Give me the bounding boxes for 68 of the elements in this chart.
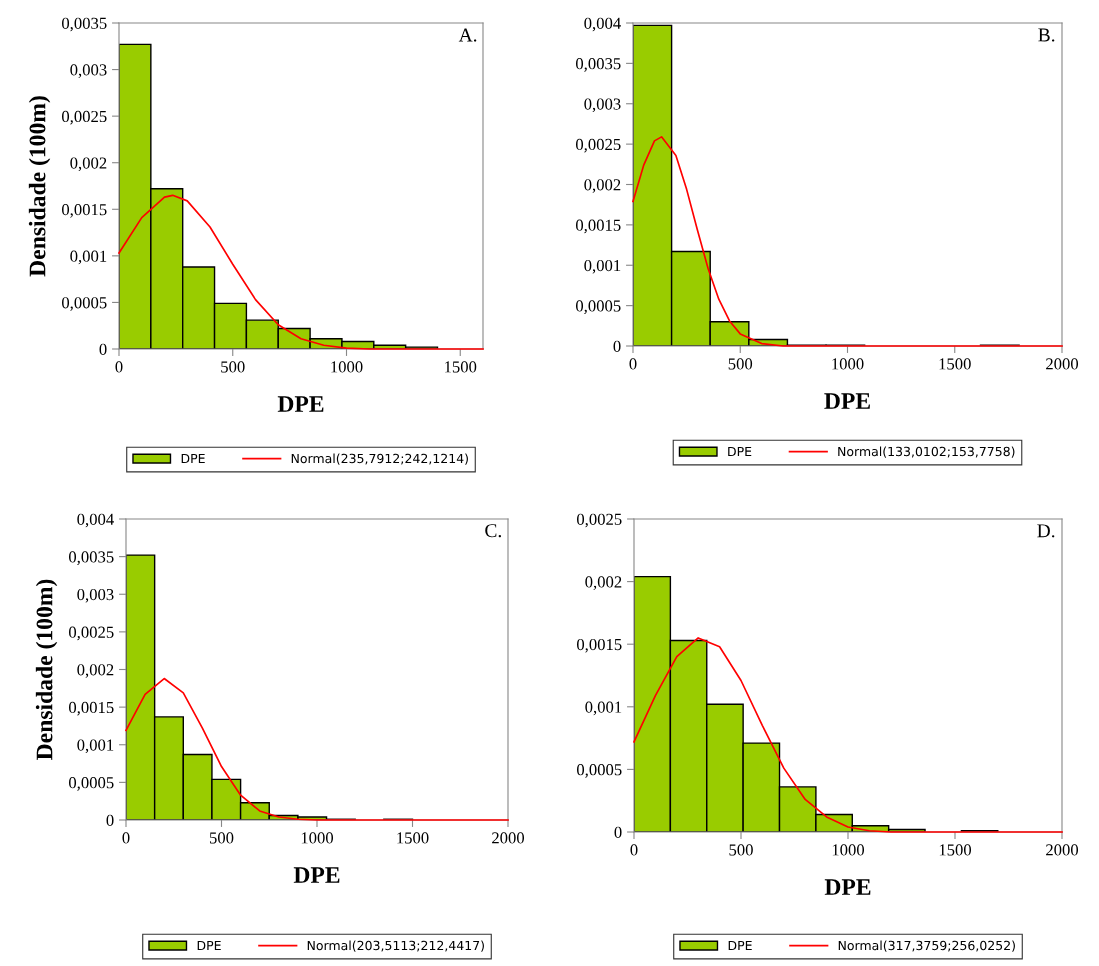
- x-tick-label: 2000: [1046, 358, 1079, 370]
- y-tick-label: 0,002: [77, 664, 114, 678]
- y-tick-label: 0,0015: [576, 219, 621, 234]
- y-tick-label: 0,0015: [69, 701, 114, 716]
- x-tick-label: 0: [122, 832, 130, 844]
- x-tick-label: 1000: [832, 844, 865, 856]
- x-axis-title: DPE: [277, 396, 324, 412]
- y-tick-label: 0,003: [77, 588, 114, 603]
- y-tick-label: 0,001: [584, 259, 621, 274]
- x-tick-label: 1000: [832, 358, 864, 370]
- y-tick-label: 0,0005: [576, 300, 621, 314]
- y-tick-label: 0,002: [584, 179, 621, 193]
- x-axis-title: DPE: [824, 393, 870, 409]
- x-tick-label: 500: [209, 832, 234, 844]
- y-tick-label: 0,004: [77, 513, 114, 528]
- y-tick-label: 0: [613, 340, 621, 352]
- y-tick-label: 0,003: [584, 98, 621, 113]
- y-tick-label: 0,0035: [576, 58, 621, 72]
- chart-title: C.: [485, 524, 501, 538]
- y-tick-label: 0,0025: [576, 138, 621, 153]
- x-tick-label: 2000: [1046, 844, 1079, 856]
- y-tick-label: 0,0005: [62, 297, 107, 311]
- legend-label: Normal(235,7912;242,1214): [291, 453, 468, 465]
- x-tick-label: 0: [115, 361, 123, 373]
- y-tick-label: 0,0015: [577, 638, 622, 653]
- legend-label: DPE: [181, 453, 205, 463]
- x-tick-label: 500: [728, 358, 753, 370]
- legend-label: Normal(203,5113;212,4417): [307, 940, 484, 952]
- y-tick-label: 0,001: [77, 739, 114, 754]
- chart-title: D.: [1037, 524, 1055, 538]
- y-tick-label: 0,004: [584, 17, 621, 32]
- x-tick-label: 0: [629, 358, 637, 370]
- x-tick-label: 1500: [939, 358, 971, 370]
- y-tick-label: 0,0005: [69, 777, 114, 791]
- x-axis-title: DPE: [824, 879, 871, 895]
- x-tick-label: 1000: [301, 832, 334, 844]
- x-tick-label: 500: [729, 844, 753, 856]
- chart-title: B.: [1038, 28, 1055, 42]
- y-tick-label: 0,002: [70, 157, 107, 172]
- y-tick-label: 0,001: [70, 250, 107, 265]
- legend-label: DPE: [197, 940, 221, 950]
- x-axis-title: DPE: [293, 867, 340, 883]
- x-tick-label: 1500: [397, 832, 429, 844]
- y-tick-label: 0,0005: [577, 764, 622, 778]
- x-tick-label: 500: [221, 361, 245, 373]
- y-tick-label: 0,0025: [69, 626, 114, 641]
- x-tick-label: 1000: [331, 361, 363, 373]
- y-tick-label: 0,0025: [62, 110, 107, 125]
- y-tick-label: 0,0035: [62, 17, 107, 32]
- legend-label: DPE: [728, 446, 752, 456]
- y-tick-label: 0,001: [585, 701, 622, 716]
- y-tick-label: 0,0025: [577, 513, 622, 528]
- x-tick-label: 1500: [445, 361, 477, 373]
- y-tick-label: 0,0035: [69, 551, 114, 565]
- x-tick-label: 2000: [492, 832, 525, 844]
- legend-label: Normal(133,0102;153,7758): [838, 446, 1015, 458]
- y-tick-label: 0,0015: [62, 203, 107, 218]
- y-tick-label: 0: [99, 343, 107, 355]
- y-tick-label: 0: [106, 814, 114, 826]
- chart-title: A.: [458, 28, 477, 42]
- y-axis-title: Densidade (100m): [28, 96, 51, 277]
- x-tick-label: 1500: [939, 844, 972, 856]
- y-tick-label: 0,002: [585, 576, 622, 590]
- y-tick-label: 0,003: [70, 64, 107, 78]
- legend-label: Normal(317,3759;256,0252): [838, 940, 1015, 952]
- y-axis-title: Densidade (100m): [35, 579, 58, 760]
- legend-label: DPE: [728, 940, 752, 950]
- x-tick-label: 0: [630, 844, 638, 856]
